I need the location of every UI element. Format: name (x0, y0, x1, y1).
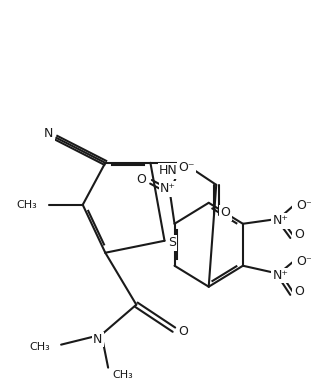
Text: O: O (137, 173, 146, 186)
Text: N: N (93, 333, 102, 346)
Text: O: O (179, 325, 188, 338)
Text: N⁺: N⁺ (160, 182, 176, 195)
Text: CH₃: CH₃ (112, 370, 132, 379)
Text: O⁻: O⁻ (297, 199, 311, 212)
Text: N⁺: N⁺ (272, 214, 289, 227)
Text: N⁺: N⁺ (272, 269, 289, 282)
Text: CH₃: CH₃ (17, 200, 38, 210)
Text: CH₃: CH₃ (29, 342, 50, 352)
Text: O⁻: O⁻ (297, 255, 311, 268)
Text: O⁻: O⁻ (179, 161, 195, 174)
Text: N: N (44, 127, 53, 140)
Text: HN: HN (159, 164, 178, 177)
Text: O: O (221, 206, 230, 219)
Text: O: O (295, 285, 304, 298)
Text: S: S (168, 236, 176, 249)
Text: O: O (295, 228, 304, 241)
